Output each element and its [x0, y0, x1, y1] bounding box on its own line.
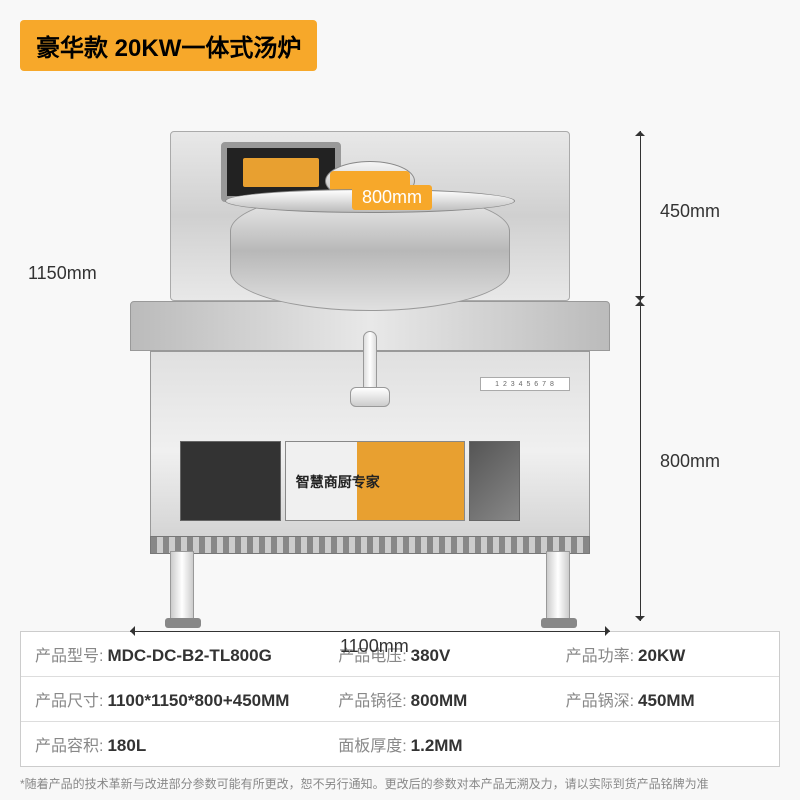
footnote: *随着产品的技术革新与改进部分参数可能有所更改，恕不另行通知。更改后的参数对本产… [20, 775, 780, 792]
dim-width-line [130, 631, 610, 632]
vents [150, 536, 590, 554]
leg-right [546, 551, 570, 621]
dim-depth-label: 1150mm [28, 263, 97, 284]
faucet [345, 331, 395, 411]
dim-lower-label: 800mm [660, 451, 720, 472]
diagram: 1 2 3 4 5 6 7 8 智慧商厨专家 800mm 1150mm 1100… [0, 71, 800, 621]
info-plates: 智慧商厨专家 [180, 441, 520, 521]
pot-diameter-badge: 800mm [352, 185, 432, 210]
spec-label: 面板厚度: [338, 732, 406, 756]
spec-label: 产品型号: [35, 642, 103, 666]
arrow-icon [125, 626, 135, 636]
spec-label: 产品功率: [566, 642, 634, 666]
spec-value: MDC-DC-B2-TL800G [107, 646, 271, 666]
plate-brand: 智慧商厨专家 [285, 441, 465, 521]
plate-small [469, 441, 520, 521]
dim-width-label: 1100mm [340, 636, 409, 657]
dim-upper-label: 450mm [660, 201, 720, 222]
spec-value: 180L [107, 736, 146, 756]
arrow-icon [635, 296, 645, 306]
plate-brand-text: 智慧商厨专家 [296, 472, 380, 492]
dim-upper-line [640, 131, 641, 301]
arrow-icon [635, 616, 645, 626]
table-row: 产品容积:180L 面板厚度:1.2MM [21, 722, 779, 766]
dim-lower-line [640, 301, 641, 621]
heat-level-strip: 1 2 3 4 5 6 7 8 [480, 377, 570, 391]
spec-label: 产品尺寸: [35, 687, 103, 711]
spec-label: 产品锅径: [338, 687, 406, 711]
plate-dark [180, 441, 281, 521]
spec-value: 1.2MM [411, 736, 463, 756]
spec-label: 产品锅深: [566, 687, 634, 711]
arrow-icon [605, 626, 615, 636]
spec-value: 800MM [411, 691, 468, 711]
table-row: 产品尺寸:1100*1150*800+450MM 产品锅径:800MM 产品锅深… [21, 677, 779, 722]
spec-value: 380V [411, 646, 451, 666]
spec-label: 产品容积: [35, 732, 103, 756]
product-title: 豪华款 20KW一体式汤炉 [20, 20, 317, 71]
leg-left [170, 551, 194, 621]
spec-value: 1100*1150*800+450MM [107, 691, 289, 711]
spec-value: 20KW [638, 646, 685, 666]
arrow-icon [635, 126, 645, 136]
spec-value: 450MM [638, 691, 695, 711]
